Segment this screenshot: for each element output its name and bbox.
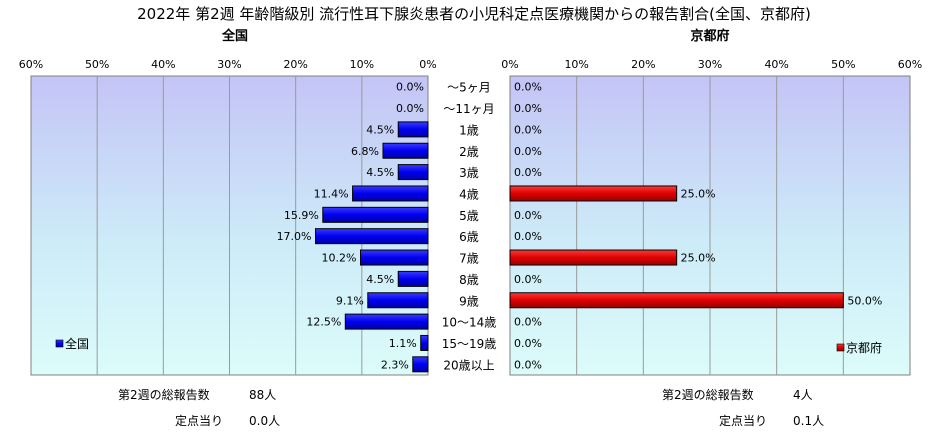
right-value-label: 0.0% <box>514 230 542 243</box>
right-value-label: 0.0% <box>514 358 542 371</box>
left-bar <box>322 206 429 223</box>
left-bar <box>397 164 429 181</box>
category-label: 5歳 <box>459 209 479 223</box>
footer-right-total-label: 第2週の総報告数 <box>662 387 754 402</box>
category-label: 7歳 <box>459 252 479 266</box>
left-value-label: 11.4% <box>314 187 349 200</box>
category-label: 20歳以上 <box>443 358 494 372</box>
right-value-label: 0.0% <box>514 102 542 115</box>
left-tick-label: 10% <box>350 58 374 71</box>
left-value-label: 12.5% <box>306 316 341 329</box>
right-bar <box>509 249 678 266</box>
left-value-label: 9.1% <box>336 294 364 307</box>
left-bar <box>352 185 429 202</box>
left-value-label: 4.5% <box>366 166 394 179</box>
footer-left-per-label: 定点当り <box>175 413 223 428</box>
left-bar <box>420 334 429 351</box>
category-label: 10～14歳 <box>442 316 497 330</box>
footer-left-total-value: 88人 <box>249 388 276 402</box>
left-bar <box>412 356 429 373</box>
left-tick-label: 20% <box>283 58 307 71</box>
right-tick-label: 10% <box>564 58 588 71</box>
left-tick-label: 30% <box>217 58 241 71</box>
right-tick-label: 20% <box>631 58 655 71</box>
left-legend-label: 全国 <box>65 336 89 351</box>
left-value-label: 0.0% <box>396 81 424 94</box>
left-value-label: 1.1% <box>389 337 417 350</box>
left-bar <box>382 142 429 159</box>
left-legend-swatch <box>55 339 64 348</box>
left-value-label: 4.5% <box>366 273 394 286</box>
right-legend-label: 京都府 <box>846 340 882 355</box>
left-panel: 60% 50% 40% 30% 20% 10% 0%全国0.0%0.0%4.5%6.8%4.… <box>19 28 437 376</box>
footer-right-per-label: 定点当り <box>719 413 767 428</box>
left-tick-label: 50% <box>85 58 109 71</box>
left-value-label: 0.0% <box>396 102 424 115</box>
right-tick-label: 60% <box>898 58 922 71</box>
left-value-label: 17.0% <box>277 230 312 243</box>
left-bar <box>315 228 429 245</box>
right-value-label: 50.0% <box>847 294 882 307</box>
right-value-label: 0.0% <box>514 316 542 329</box>
left-value-label: 2.3% <box>381 358 409 371</box>
left-bar <box>397 121 429 138</box>
chart-title: 2022年 第2週 年齢階級別 流行性耳下腺炎患者の小児科定点医療機関からの報告… <box>137 5 811 23</box>
right-value-label: 0.0% <box>514 81 542 94</box>
right-tick-label: 50% <box>831 58 855 71</box>
right-value-label: 0.0% <box>514 123 542 136</box>
footer-left-per-value: 0.0人 <box>249 414 280 428</box>
left-bar <box>367 292 429 309</box>
left-tick-label: 40% <box>151 58 175 71</box>
right-value-label: 25.0% <box>681 252 716 265</box>
right-bar <box>509 185 678 202</box>
right-panel-title: 京都府 <box>690 28 729 44</box>
right-value-label: 0.0% <box>514 166 542 179</box>
left-panel-title: 全国 <box>221 28 248 44</box>
right-value-label: 25.0% <box>681 187 716 200</box>
category-label: 2歳 <box>459 145 479 159</box>
right-value-label: 0.0% <box>514 145 542 158</box>
category-label: ～11ヶ月 <box>443 102 494 116</box>
category-label: 6歳 <box>459 230 479 244</box>
left-bar <box>397 270 429 287</box>
footer-right-per-value: 0.1人 <box>793 414 824 428</box>
left-value-label: 4.5% <box>366 123 394 136</box>
category-label: 1歳 <box>459 123 479 137</box>
left-value-label: 10.2% <box>322 252 357 265</box>
footer-right-total-value: 4人 <box>793 388 813 402</box>
category-label: 8歳 <box>459 273 479 287</box>
category-label: 4歳 <box>459 187 479 201</box>
footer-right: 第2週の総報告数 4人 定点当り 0.1人 <box>662 387 824 428</box>
footer-left: 第2週の総報告数 88人 定点当り 0.0人 <box>118 387 280 428</box>
left-value-label: 6.8% <box>351 145 379 158</box>
right-tick-label: 40% <box>764 58 788 71</box>
category-label: 15～19歳 <box>442 337 497 351</box>
left-tick-label: 0% <box>419 58 436 71</box>
left-value-label: 15.9% <box>284 209 319 222</box>
right-tick-label: 0% <box>501 58 518 71</box>
left-bar <box>344 313 429 330</box>
left-tick-label: 60% <box>19 58 43 71</box>
right-legend-swatch <box>836 343 845 352</box>
right-value-label: 0.0% <box>514 209 542 222</box>
right-panel: 0% 10% 20% 30% 40% 50% 60% 京都府 0.0% 0.0% 0.0% 0.0% 0… <box>501 28 922 376</box>
category-labels: ～5ヶ月 ～11ヶ月 1歳 2歳 3歳 4歳 5歳 6歳 7歳 8歳 9歳 10～14歳 15～19歳 2… <box>442 81 497 373</box>
footer-left-total-label: 第2週の総報告数 <box>118 387 210 402</box>
right-value-label: 0.0% <box>514 273 542 286</box>
right-tick-label: 30% <box>698 58 722 71</box>
category-label: 3歳 <box>459 166 479 180</box>
category-label: 9歳 <box>459 294 479 308</box>
right-bar <box>509 292 844 309</box>
category-label: ～5ヶ月 <box>447 81 491 95</box>
left-bar <box>360 249 429 266</box>
right-value-label: 0.0% <box>514 337 542 350</box>
